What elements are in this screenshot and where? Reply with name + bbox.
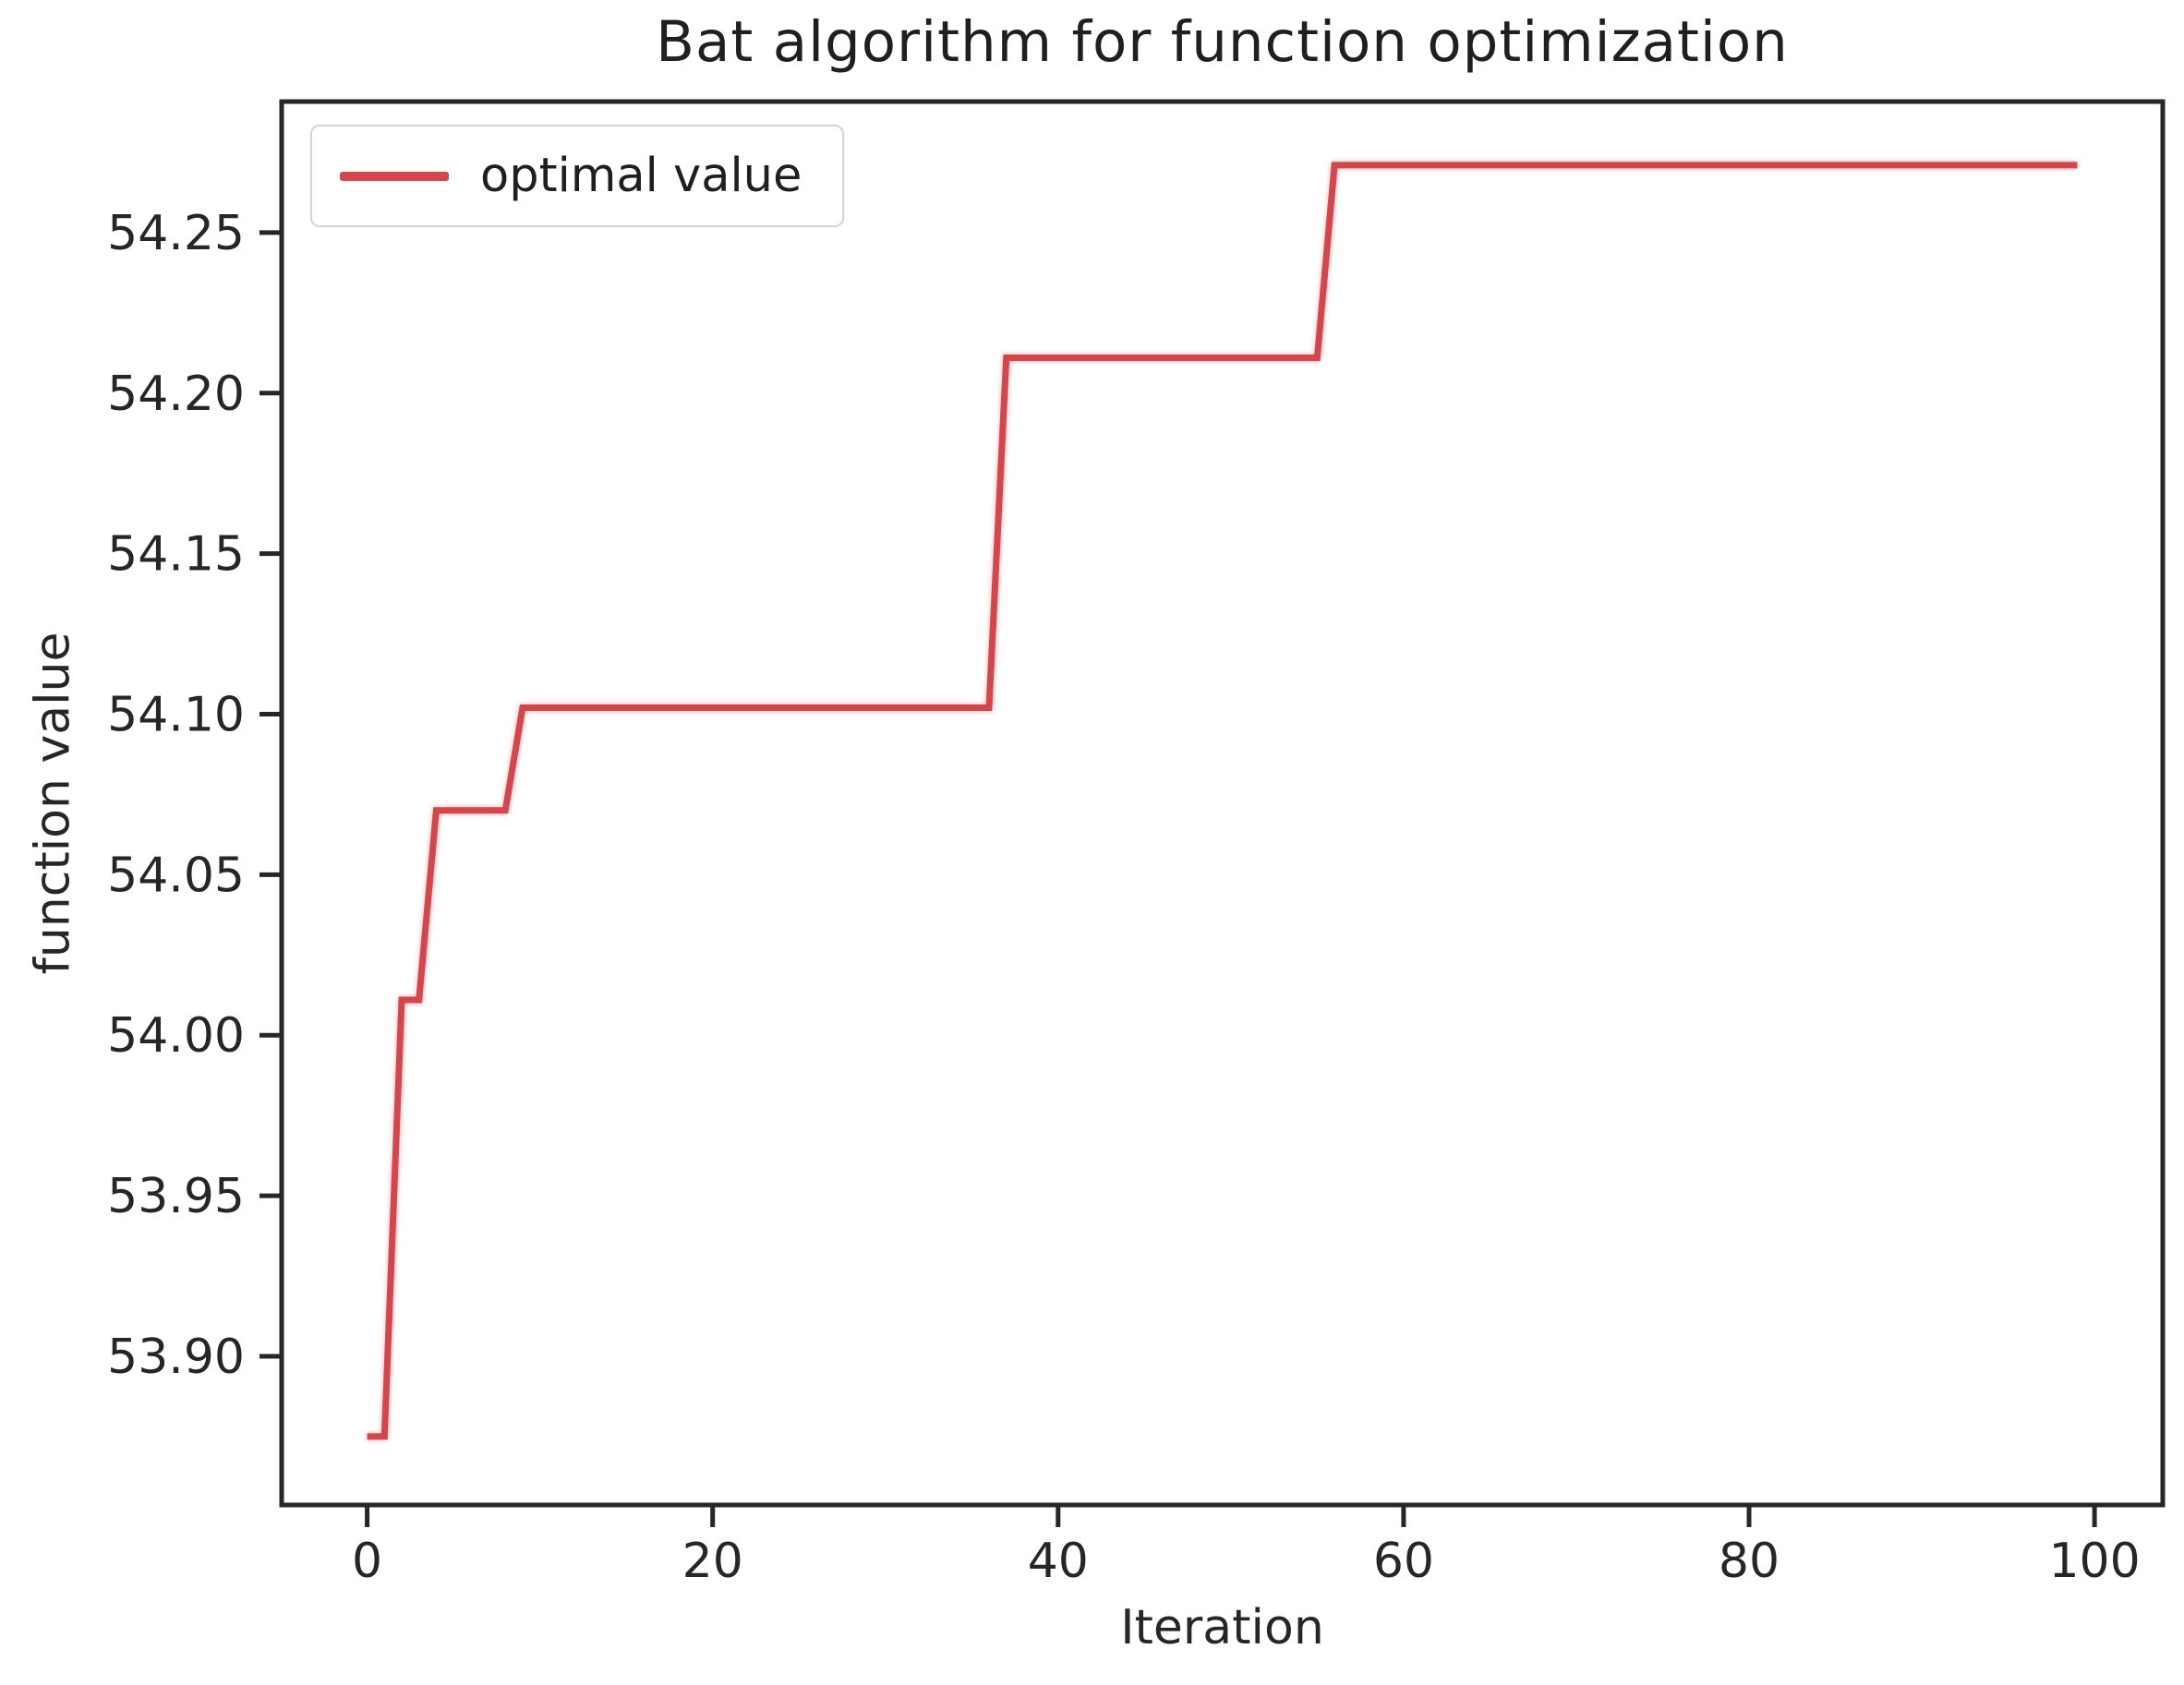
axes-frame bbox=[279, 99, 2166, 1508]
legend-label: optimal value bbox=[480, 149, 802, 203]
chart-title: Bat algorithm for function optimization bbox=[656, 9, 1789, 75]
y-axis-label-text: function value bbox=[25, 632, 81, 975]
y-tick-label: 54.25 bbox=[107, 206, 245, 261]
x-tick-label: 0 bbox=[352, 1534, 382, 1589]
x-tick-label: 80 bbox=[1719, 1534, 1780, 1589]
y-tick-label: 54.05 bbox=[107, 848, 245, 903]
x-tick-label: 100 bbox=[2048, 1534, 2140, 1589]
legend: optimal value bbox=[310, 125, 845, 227]
x-axis-label: Iteration bbox=[1120, 1600, 1324, 1655]
y-tick-label: 54.20 bbox=[107, 367, 245, 422]
x-tick-label: 40 bbox=[1028, 1534, 1089, 1589]
y-tick-label: 54.15 bbox=[107, 527, 245, 583]
y-tick-label: 53.90 bbox=[107, 1330, 245, 1385]
y-tick-label: 54.10 bbox=[107, 688, 245, 743]
y-tick-label: 53.95 bbox=[107, 1169, 245, 1224]
x-tick-label: 20 bbox=[682, 1534, 743, 1589]
optimal-value-line bbox=[367, 162, 2078, 1440]
y-tick-label: 54.00 bbox=[107, 1008, 245, 1064]
legend-line-sample-icon bbox=[340, 171, 449, 181]
x-tick-label: 60 bbox=[1373, 1534, 1434, 1589]
